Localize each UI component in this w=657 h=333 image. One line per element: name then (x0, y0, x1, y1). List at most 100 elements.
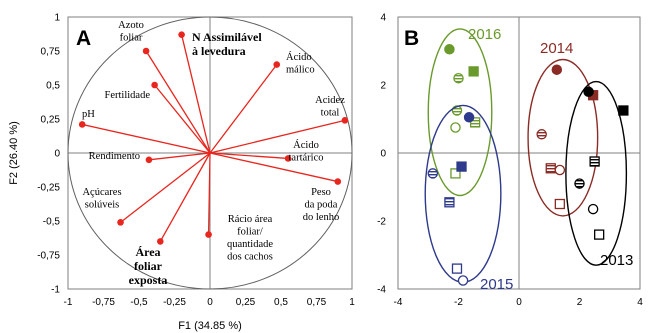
data-point-circle (587, 203, 599, 215)
vector-line (209, 152, 338, 183)
data-point-square (469, 117, 481, 128)
vector-label-line: solúveis (85, 200, 119, 211)
panel-a-y-tick-label: 0 (54, 149, 60, 160)
panel-b-x-tick-label: -2 (454, 297, 463, 308)
panel-a-x-tick-label: 0,25 (236, 297, 256, 308)
vector-point (78, 121, 86, 128)
panel-a-x-tick-label: 1 (349, 297, 355, 308)
vector-label-line: Fertilidade (105, 90, 151, 101)
vector-line (148, 152, 211, 161)
data-point-circle (574, 178, 585, 189)
panel-b-y-tick-label: -2 (377, 217, 386, 228)
vector-label-line: Ácido (286, 51, 312, 63)
vector-fertilidade: Fertilidade (105, 81, 211, 154)
vector-label-line: N Assimilável (192, 30, 262, 44)
panel-a: A -1 -0,75 -0,5 -0,25 0 0,25 0,5 0,75 1 1 0,75 0,5 0… (8, 13, 355, 333)
group-2013: 2013 (565, 80, 633, 269)
panel-b-x-tick-label: 2 (577, 297, 583, 308)
group-ellipse (424, 104, 502, 283)
panel-b-label: B (404, 27, 419, 50)
vector-label-line: foliar (134, 259, 163, 273)
vector-label-line: Acidez (315, 95, 345, 106)
vector-label: Açúcares solúveis (82, 187, 121, 211)
vector-cido-m-lico: Ácido málico (209, 51, 315, 154)
vector-ph: pH (78, 109, 211, 154)
group-2016: 2016 (427, 26, 501, 197)
panel-b-x-tick-label: -4 (394, 297, 403, 308)
vector-n-assimil-vel-levedura: N Assimilável à levedura (178, 30, 262, 154)
data-point-circle (457, 275, 469, 286)
vector-line (159, 152, 211, 242)
data-point-square (589, 156, 600, 167)
vector-label-line: foliar (120, 33, 143, 44)
panel-b: B -4 -2 0 2 4 4 2 0 -2 -4 2016 2015 2014 2013 (377, 13, 643, 309)
panel-a-y-tick-label: -1 (51, 285, 60, 296)
panel-a-y-tick-label: 0,75 (41, 47, 61, 58)
vector-label-line: tartárico (289, 153, 324, 164)
vector-cido-tart-rico: Ácido tartárico (209, 139, 324, 164)
vector-label: Rendimento (89, 151, 140, 162)
vector-label-line: foliar/ (237, 227, 263, 238)
vector-label-line: do lenho (303, 212, 339, 223)
group-ellipse (565, 80, 628, 266)
panel-a-x-tick-label: -0,5 (130, 297, 148, 308)
vector-label-line: málico (286, 65, 315, 76)
vector-r-cio-rea-foliar-quantidade-dos-cachos: Rácio área foliar/quantidade dos cachos (205, 152, 273, 263)
vector-line (209, 119, 346, 154)
vector-point (178, 31, 185, 38)
vector-label: Fertilidade (105, 90, 151, 101)
group-year-label: 2015 (480, 276, 513, 293)
vector-peso-da-poda-do-lenho: Peso da poda do lenho (209, 152, 342, 223)
vector-label-line: dos cachos (227, 252, 273, 263)
vector-point (145, 156, 153, 164)
vector-point (157, 238, 164, 245)
vector-line (209, 64, 278, 154)
panel-b-y-tick-label: 4 (380, 13, 386, 24)
group-ellipse (527, 58, 599, 217)
vector-line (82, 123, 211, 154)
vector-point (142, 47, 150, 55)
group-year-label: 2013 (600, 252, 633, 269)
panel-a-label: A (76, 27, 91, 50)
vector-line (209, 152, 289, 160)
group-year-label: 2016 (468, 26, 501, 43)
data-point-square (450, 168, 461, 179)
panel-a-y-tick-label: -0,75 (37, 251, 60, 262)
vector-label: pH (82, 109, 95, 120)
panel-a-x-axis-label: F1 (34.85 %) (178, 320, 242, 332)
data-point-square (444, 197, 455, 208)
panel-a-y-axis-label: F2 (26.40 %) (8, 121, 20, 185)
vector-label: Área foliar exposta (129, 245, 168, 287)
vector-point (273, 61, 281, 68)
panel-a-y-tick-label: 0,5 (46, 81, 60, 92)
vector-label: Azoto foliar (118, 20, 144, 44)
data-point-circle (583, 86, 594, 98)
group-year-label: 2014 (540, 40, 573, 57)
panel-a-y-tick-label: -0,25 (37, 183, 60, 194)
panel-b-x-tick-label: 0 (516, 297, 522, 308)
vector-label-line: total (321, 108, 340, 119)
data-point-circle (551, 64, 563, 75)
vector-label-line: quantidade (227, 239, 273, 250)
vector-line (207, 152, 211, 235)
data-point-circle (453, 72, 464, 84)
data-point-circle (554, 164, 566, 176)
data-point-circle (450, 122, 461, 133)
vector-label-line: pH (82, 109, 95, 120)
vector-label-line: exposta (129, 273, 168, 287)
vector-rea-foliar-exposta: Área foliar exposta (129, 152, 211, 287)
vector-label-line: à levedura (192, 44, 246, 58)
data-point-circle (427, 168, 439, 179)
vector-label-line: Peso (311, 187, 331, 198)
vector-point (341, 117, 349, 124)
vector-line (180, 34, 211, 154)
panel-b-y-tick-label: 0 (380, 149, 386, 160)
data-point-square (618, 105, 629, 116)
panel-a-y-tick-label: 0,25 (41, 115, 61, 126)
panel-b-y-tick-label: -4 (377, 285, 386, 296)
panel-a-y-tick-label: -0,5 (43, 217, 61, 228)
vector-label: Rácio área foliar/quantidade dos cachos (227, 214, 273, 263)
vector-point (151, 81, 158, 89)
panel-a-x-tick-label: 0,75 (307, 297, 327, 308)
